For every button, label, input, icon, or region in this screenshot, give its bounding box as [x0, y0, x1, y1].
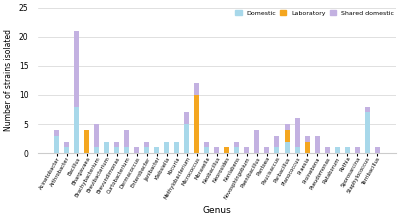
Bar	[284, 141, 290, 153]
Bar	[264, 147, 270, 153]
Y-axis label: Number of strains isolated: Number of strains isolated	[4, 29, 13, 131]
Bar	[124, 130, 129, 147]
Bar	[244, 147, 250, 153]
Bar	[284, 130, 290, 141]
Bar	[124, 147, 129, 153]
Bar	[294, 118, 300, 147]
Bar	[74, 107, 79, 153]
Bar	[274, 136, 280, 147]
Bar	[204, 141, 210, 147]
Bar	[64, 147, 69, 153]
Bar	[74, 31, 79, 107]
Bar	[214, 147, 220, 153]
Bar	[194, 83, 200, 95]
Bar	[54, 130, 59, 136]
Bar	[184, 113, 190, 124]
Bar	[64, 141, 69, 147]
Bar	[304, 141, 310, 153]
Bar	[274, 147, 280, 153]
Bar	[84, 130, 89, 153]
Bar	[374, 147, 380, 153]
Bar	[354, 147, 360, 153]
Legend: Domestic, Laboratory, Shared domestic: Domestic, Laboratory, Shared domestic	[233, 8, 396, 18]
Bar	[94, 147, 99, 153]
X-axis label: Genus: Genus	[202, 206, 231, 215]
Bar	[144, 141, 150, 147]
Bar	[294, 147, 300, 153]
Bar	[54, 136, 59, 153]
Bar	[164, 141, 170, 153]
Bar	[134, 147, 139, 153]
Bar	[304, 136, 310, 141]
Bar	[284, 124, 290, 130]
Bar	[344, 147, 350, 153]
Bar	[184, 124, 190, 153]
Bar	[224, 147, 230, 153]
Bar	[364, 107, 370, 113]
Bar	[114, 147, 119, 153]
Bar	[254, 130, 260, 153]
Bar	[194, 95, 200, 153]
Bar	[234, 141, 240, 147]
Bar	[324, 147, 330, 153]
Bar	[104, 141, 109, 153]
Bar	[314, 136, 320, 153]
Bar	[364, 113, 370, 153]
Bar	[204, 147, 210, 153]
Bar	[234, 147, 240, 153]
Bar	[144, 147, 150, 153]
Bar	[334, 147, 340, 153]
Bar	[174, 141, 180, 153]
Bar	[154, 147, 160, 153]
Bar	[94, 124, 99, 147]
Bar	[114, 141, 119, 147]
